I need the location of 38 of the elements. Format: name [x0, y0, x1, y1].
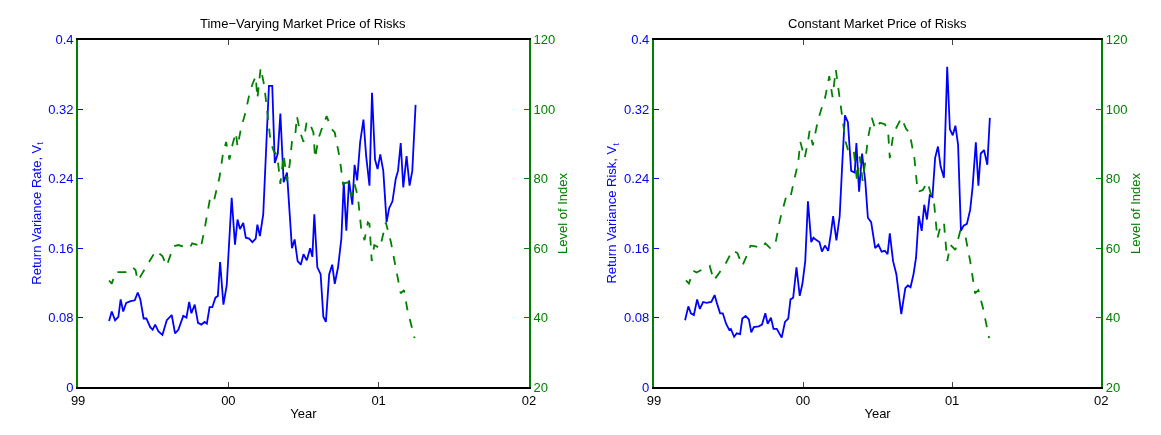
y2-tick-label: 100 [1105, 101, 1128, 117]
y2-tick-label: 60 [1105, 240, 1121, 256]
x-tick-label: 02 [1094, 392, 1109, 408]
y2-tick-label: 40 [1105, 310, 1121, 326]
y2-axis-title: Level of Index [1127, 172, 1143, 254]
y-tick-label: 0 [66, 379, 74, 395]
y-tick-label: 0.16 [624, 240, 650, 256]
y-tick-label: 0 [642, 379, 650, 395]
y-tick-label: 0.24 [624, 171, 650, 187]
x-tick-label: 99 [70, 392, 86, 408]
chart-title: Time−Varying Market Price of Risks [200, 16, 407, 31]
y-tick-label: 0.32 [624, 101, 650, 117]
x-axis-title: Year [864, 405, 892, 421]
x-tick-label: 00 [795, 392, 811, 408]
y2-tick-label: 40 [533, 310, 548, 326]
x-tick-label: 01 [944, 392, 960, 408]
y2-tick-label: 100 [533, 101, 556, 117]
y2-tick-label: 80 [533, 171, 548, 187]
x-tick-label: 00 [221, 392, 236, 408]
y-tick-label: 0.08 [48, 310, 74, 326]
x-tick-label: 02 [521, 392, 537, 408]
y-tick-label: 0.4 [631, 32, 650, 48]
chart-title: Constant Market Price of Risks [788, 16, 967, 31]
y-tick-label: 0.4 [55, 32, 74, 48]
y2-tick-label: 60 [533, 240, 548, 256]
y2-tick-label: 20 [1105, 379, 1121, 395]
x-tick-label: 01 [371, 392, 386, 408]
y-tick-label: 0.24 [48, 171, 74, 187]
x-axis-title: Year [290, 405, 318, 421]
y2-tick-label: 80 [1105, 171, 1121, 187]
y-tick-label: 0.32 [48, 101, 74, 117]
y2-tick-label: 20 [533, 379, 548, 395]
y2-axis-title: Level of Index [555, 172, 571, 254]
y2-tick-label: 120 [533, 32, 556, 48]
y-tick-label: 0.08 [624, 310, 650, 326]
y2-tick-label: 120 [1105, 32, 1128, 48]
y-tick-label: 0.16 [48, 240, 74, 256]
x-tick-label: 99 [646, 392, 662, 408]
